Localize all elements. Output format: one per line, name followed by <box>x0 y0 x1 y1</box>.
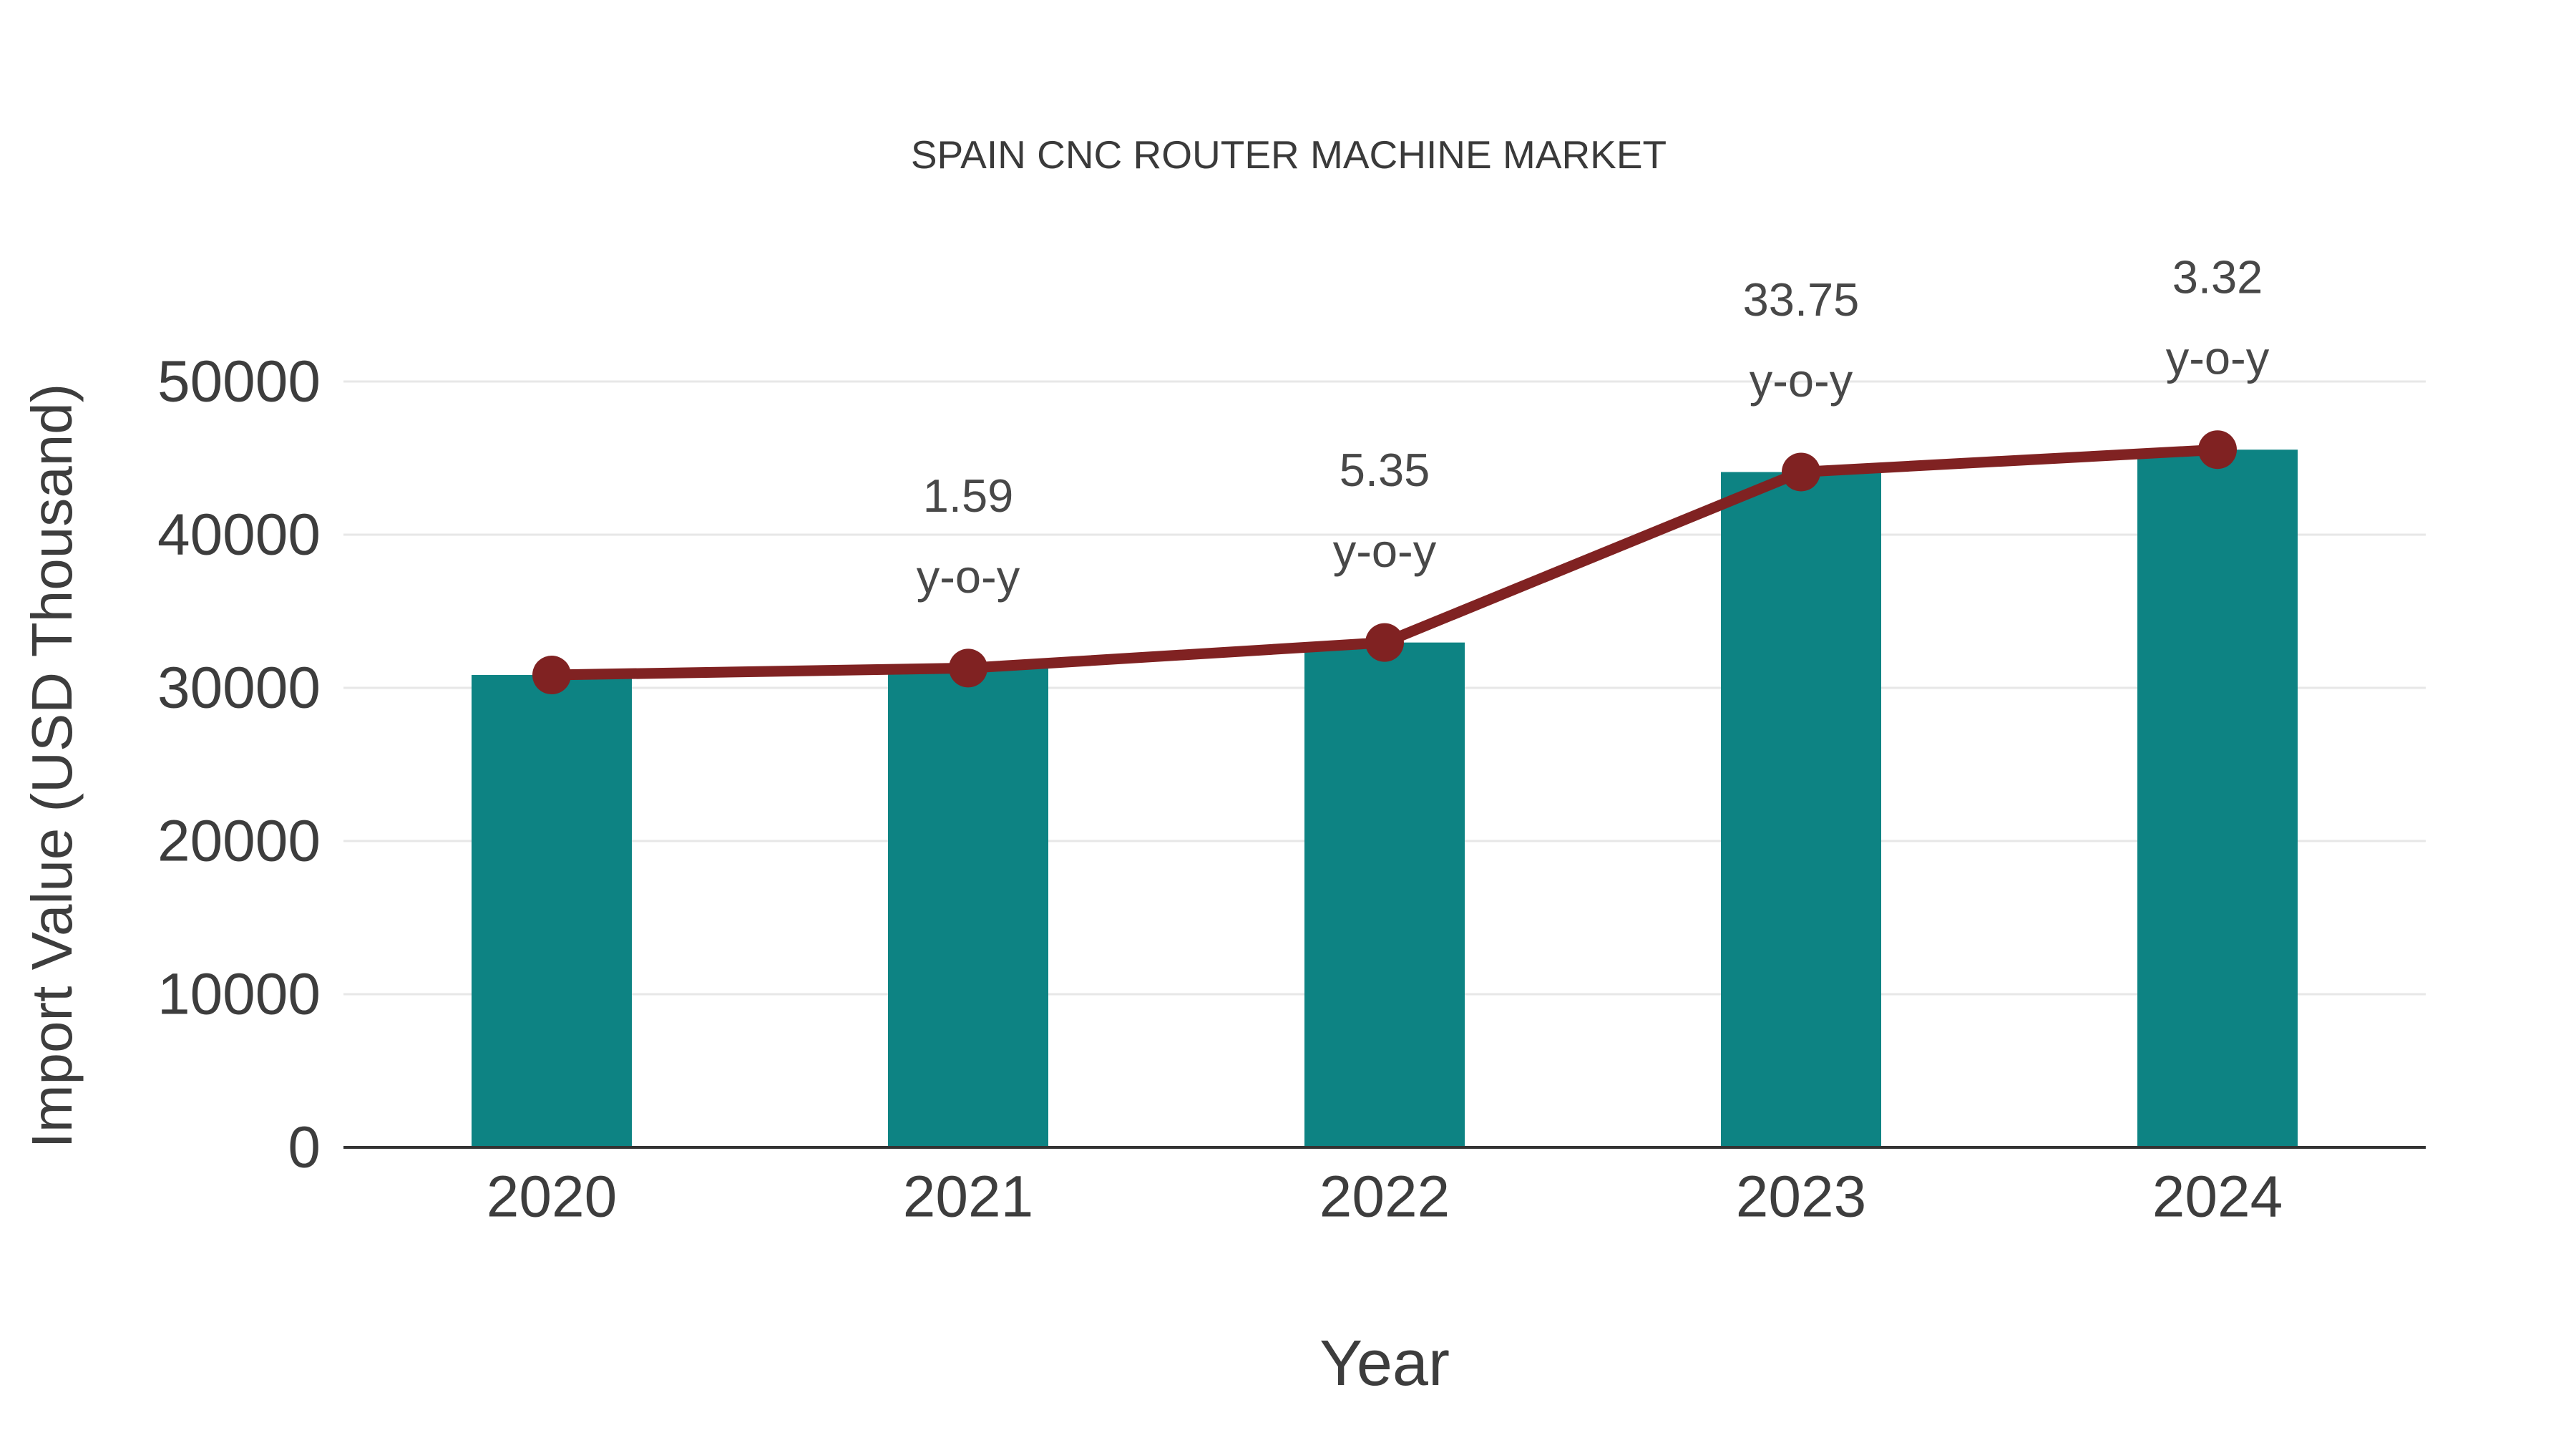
line-marker-2021 <box>949 648 987 688</box>
bar-series <box>472 449 2298 1147</box>
line-series <box>532 430 2237 695</box>
line-marker-2022 <box>1365 623 1404 662</box>
bar-2021 <box>888 668 1048 1147</box>
bar-2020 <box>472 675 632 1147</box>
chart-title: SPAIN CNC ROUTER MACHINE MARKET <box>911 132 1667 177</box>
x-tick-2022: 2022 <box>1319 1165 1450 1230</box>
line-marker-2023 <box>1782 452 1820 492</box>
x-tick-2023: 2023 <box>1736 1165 1866 1230</box>
line-marker-2024 <box>2198 430 2237 470</box>
annotation-yoy-2021: y-o-y <box>917 550 1020 603</box>
x-tick-2024: 2024 <box>2152 1165 2283 1230</box>
x-axis-title: Year <box>1319 1328 1450 1399</box>
yoy-annotations: 1.59 y-o-y 5.35 y-o-y 33.75 y-o-y 3.32 y-o-y <box>917 251 2270 603</box>
annotation-value-2023: 33.75 <box>1743 273 1860 326</box>
annotation-yoy-2022: y-o-y <box>1333 525 1437 577</box>
bar-2022 <box>1304 642 1465 1147</box>
y-tick-30000: 30000 <box>157 656 321 721</box>
y-tick-40000: 40000 <box>157 502 321 568</box>
x-tick-2021: 2021 <box>903 1165 1033 1230</box>
y-tick-50000: 50000 <box>157 349 321 414</box>
y-tick-10000: 10000 <box>157 962 321 1027</box>
bar-2023 <box>1721 472 1881 1147</box>
annotation-value-2024: 3.32 <box>2172 251 2263 303</box>
x-axis-tick-labels: 2020 2021 2022 2023 2024 <box>487 1165 2283 1230</box>
line-marker-2020 <box>532 656 571 695</box>
y-axis-tick-labels: 0 10000 20000 30000 40000 50000 <box>157 349 321 1180</box>
bar-2024 <box>2137 449 2298 1147</box>
annotation-value-2022: 5.35 <box>1340 444 1430 496</box>
x-tick-2020: 2020 <box>487 1165 617 1230</box>
annotation-yoy-2024: y-o-y <box>2166 332 2270 384</box>
annotation-value-2021: 1.59 <box>923 470 1014 522</box>
y-axis-title: Import Value (USD Thousand) <box>20 384 84 1149</box>
y-tick-0: 0 <box>288 1115 321 1180</box>
annotation-yoy-2023: y-o-y <box>1750 354 1853 407</box>
y-tick-20000: 20000 <box>157 809 321 874</box>
